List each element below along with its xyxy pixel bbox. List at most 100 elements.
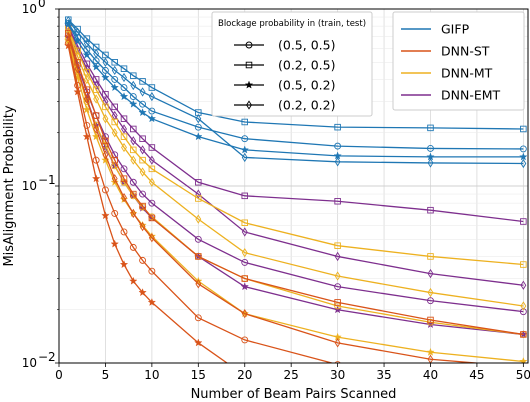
series-dnn-st-square-point <box>139 202 146 210</box>
series-dnn-st-square-point <box>241 275 248 282</box>
series-gifp-square-point <box>83 35 91 42</box>
series-dnn-mt-square-point <box>92 86 100 93</box>
series-gifp-circle-point <box>427 144 434 152</box>
legend-method-item: GIFP <box>401 22 470 37</box>
series-gifp-circle-point <box>111 75 119 83</box>
series-dnn-st-star-point <box>91 174 101 183</box>
series-dnn-st-star-point <box>82 132 92 141</box>
series-gifp-circle-point <box>129 93 137 101</box>
series-dnn-mt-diamond-point <box>83 74 90 85</box>
series-dnn-emt-square-point <box>120 115 128 122</box>
series-gifp-diamond-point <box>427 158 434 168</box>
series-gifp-star-point <box>101 73 110 82</box>
series-dnn-st-star-point <box>73 87 82 96</box>
series-gifp-diamond-point <box>111 65 118 76</box>
series-dnn-st-square-point <box>334 299 341 306</box>
y-tick-exponent: −1 <box>38 173 56 187</box>
series-dnn-st-diamond-point <box>83 94 90 104</box>
series-dnn-st-square-line <box>67 32 524 336</box>
series-dnn-emt-square-point <box>520 218 527 225</box>
x-axis-label: Number of Beam Pairs Scanned <box>191 387 397 402</box>
series-gifp-square-point <box>334 123 341 131</box>
series-dnn-emt-circle-point <box>334 283 342 291</box>
series-dnn-mt-diamond-point <box>130 155 137 165</box>
series-gifp-star-point <box>119 92 129 101</box>
series-dnn-st-diamond-point <box>241 309 248 319</box>
series-gifp-star <box>64 19 528 161</box>
legend-scenarios-title: Blockage probability in (train, test) <box>218 19 366 29</box>
series-gifp-square-point <box>111 59 118 66</box>
series-dnn-emt-square-point <box>139 135 146 142</box>
series-dnn-mt-star-point <box>519 357 528 363</box>
series-dnn-emt-square-point <box>111 103 118 111</box>
series-gifp-diamond-line <box>67 20 524 165</box>
series-gifp-diamond-point <box>139 87 146 97</box>
series-dnn-st-diamond-point <box>334 338 341 348</box>
series-dnn-st-square-point <box>120 175 128 182</box>
legend-scenario-item: (0.5, 0.5) <box>234 38 335 53</box>
x-tick-label: 50 <box>516 368 530 382</box>
series-gifp-square-point <box>139 78 146 85</box>
series-dnn-st-star-point <box>101 211 110 220</box>
series-dnn-st-diamond <box>65 31 524 363</box>
y-tick-label: 10 <box>22 2 37 16</box>
legend-scenario-item: (0.2, 0.5) <box>234 58 335 73</box>
legend-method-label: DNN-MT <box>441 66 493 81</box>
series-dnn-st-circle-point <box>334 361 341 363</box>
series-dnn-mt-square-line <box>67 28 524 266</box>
series-dnn-emt-square-point <box>130 125 137 133</box>
series-dnn-st-square-point <box>102 137 109 145</box>
series-dnn-mt-diamond-point <box>195 214 202 224</box>
series-dnn-st-square-point <box>130 190 137 198</box>
series-dnn-emt-circle-point <box>194 235 202 243</box>
legend-scenario-item: (0.2, 0.2) <box>234 98 335 113</box>
x-tick-label: 10 <box>144 368 159 382</box>
y-axis-label: MisAlignment Probability <box>2 105 17 266</box>
series-gifp-circle-point <box>148 107 156 115</box>
series-gifp-square-point <box>520 125 527 133</box>
series-gifp-circle-line <box>67 22 524 150</box>
series-dnn-mt-square-point <box>120 133 128 140</box>
series-gifp-circle-point <box>120 84 128 91</box>
series-dnn-mt-diamond-point <box>427 287 434 298</box>
series-dnn-st-diamond-point <box>74 64 81 74</box>
legend-scenario-item: (0.5, 0.2) <box>234 78 335 93</box>
x-tick-label: 25 <box>284 368 299 382</box>
series-dnn-emt-diamond-point <box>130 136 137 146</box>
legend-method-label: GIFP <box>441 22 470 37</box>
legend-scenario-marker <box>244 80 254 89</box>
legend-scenario-marker <box>245 41 253 49</box>
series-gifp-diamond-point <box>520 158 527 169</box>
series-gifp-circle-point <box>139 100 147 108</box>
series-gifp-square <box>65 16 527 133</box>
series-dnn-emt-circle-point <box>241 258 249 266</box>
series-dnn-st-diamond-point <box>130 208 137 219</box>
series-dnn-emt-square-point <box>334 198 341 205</box>
series-dnn-mt-diamond-point <box>102 114 109 124</box>
series-dnn-mt-square-point <box>520 261 527 268</box>
x-tick-label: 5 <box>102 368 110 382</box>
series-dnn-st-circle-point <box>241 336 249 344</box>
series-gifp-diamond-point <box>74 27 81 37</box>
series-dnn-st-star <box>64 41 229 363</box>
legend-scenario-label: (0.5, 0.2) <box>278 78 335 93</box>
y-tick-label: 10 <box>22 179 37 193</box>
series-dnn-emt-star-point <box>240 282 249 291</box>
series-gifp-square-point <box>120 65 128 72</box>
series-dnn-mt-diamond <box>65 26 527 311</box>
series-dnn-st-square-point <box>65 29 72 37</box>
series-dnn-emt-diamond-point <box>334 251 341 262</box>
series-dnn-mt-diamond-point <box>148 177 155 187</box>
plot-series <box>64 15 528 363</box>
series-dnn-st-star-point <box>138 288 147 297</box>
series-gifp-diamond-point <box>148 91 155 102</box>
series-dnn-st-diamond-point <box>93 124 100 134</box>
series-gifp-circle-point <box>334 142 342 150</box>
series-gifp-star-point <box>129 99 138 108</box>
series-dnn-emt-circle-point <box>120 165 128 173</box>
legend-scenario-marker <box>246 100 252 110</box>
series-dnn-st-diamond-point <box>111 174 118 184</box>
series-dnn-mt-diamond-point <box>334 271 341 281</box>
legend-method-item: DNN-ST <box>401 44 490 59</box>
